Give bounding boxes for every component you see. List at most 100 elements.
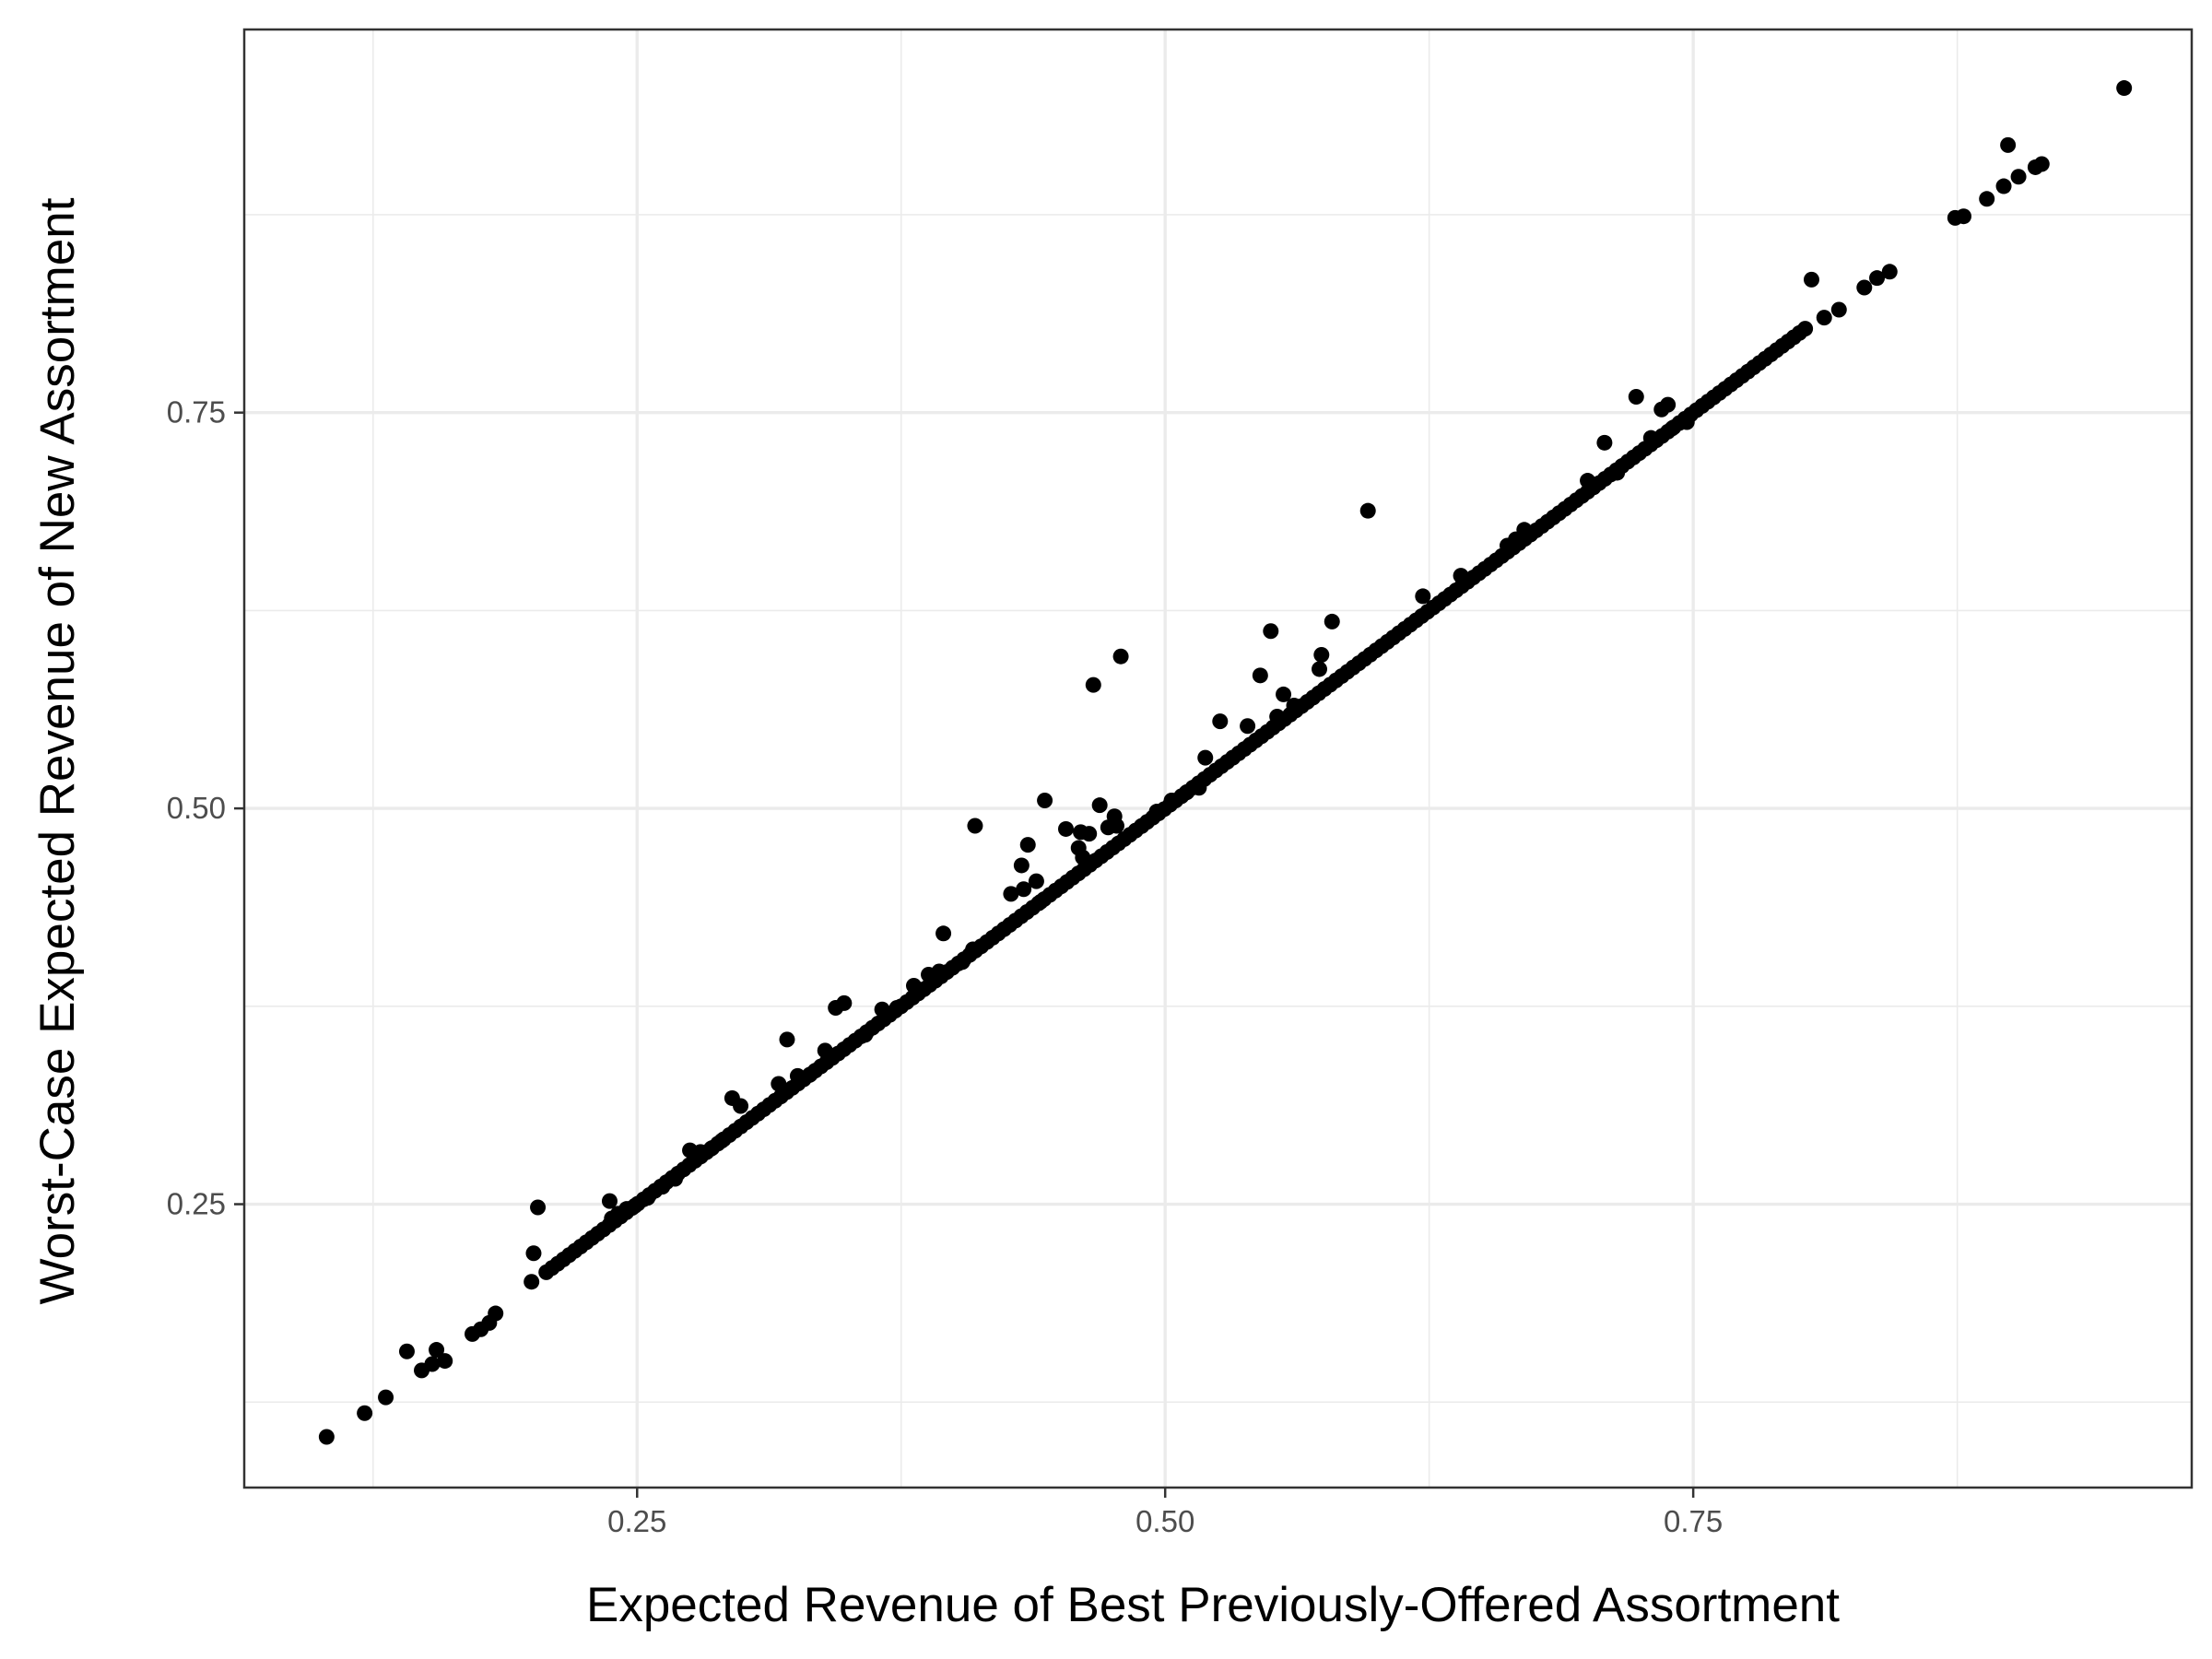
data-point <box>954 954 971 971</box>
x-axis: 0.25 0.50 0.75 <box>607 1488 1723 1538</box>
data-point <box>817 1042 833 1059</box>
data-points <box>318 80 2133 1445</box>
data-point <box>1108 818 1124 834</box>
data-point <box>713 1133 730 1149</box>
data-point <box>1252 667 1268 684</box>
data-point <box>802 1066 818 1083</box>
data-point <box>1415 588 1431 605</box>
data-point <box>378 1389 394 1406</box>
data-point <box>1995 178 2012 194</box>
data-point <box>1028 873 1044 889</box>
data-point <box>429 1342 445 1359</box>
y-tick-label: 0.50 <box>167 791 226 825</box>
data-point <box>1240 718 1256 735</box>
data-point <box>1516 522 1533 538</box>
data-point <box>789 1067 806 1084</box>
data-point <box>318 1429 335 1445</box>
data-point <box>1112 648 1129 665</box>
data-point <box>1032 893 1049 910</box>
data-point <box>1037 793 1053 809</box>
data-point <box>627 1197 643 1214</box>
grid-minor <box>244 29 2192 1488</box>
data-point <box>1660 396 1677 413</box>
x-tick-label: 0.25 <box>607 1504 666 1538</box>
data-point <box>931 963 947 980</box>
data-point <box>1797 321 1814 337</box>
data-point <box>1057 820 1074 837</box>
data-point <box>1664 420 1680 437</box>
data-point <box>357 1405 373 1421</box>
y-axis-title: Worst-Case Expected Revenue of New Assor… <box>30 197 85 1304</box>
data-point <box>2116 80 2133 97</box>
data-point <box>967 818 983 834</box>
data-point <box>1003 886 1019 902</box>
data-point <box>1085 677 1101 693</box>
data-point <box>1642 429 1659 446</box>
data-point <box>1312 661 1328 677</box>
data-point <box>935 925 952 942</box>
data-point <box>836 994 853 1011</box>
data-point <box>640 1190 656 1206</box>
data-point <box>601 1193 618 1209</box>
data-point <box>1081 826 1098 842</box>
data-point <box>2010 169 2027 185</box>
data-point <box>1609 465 1626 481</box>
data-point <box>525 1245 542 1262</box>
data-point <box>888 1000 905 1017</box>
data-point <box>1016 881 1032 898</box>
data-point <box>1013 857 1030 874</box>
data-point <box>524 1274 540 1290</box>
data-point <box>667 1171 684 1187</box>
y-tick-label: 0.75 <box>167 395 226 429</box>
data-point <box>1163 793 1180 809</box>
data-point <box>1212 713 1229 730</box>
x-tick-label: 0.75 <box>1664 1504 1723 1538</box>
data-point <box>1830 301 1847 318</box>
data-point <box>874 1001 890 1018</box>
x-tick-label: 0.50 <box>1135 1504 1194 1538</box>
data-point <box>905 977 922 994</box>
data-point <box>398 1343 415 1359</box>
data-point <box>2033 156 2050 172</box>
data-point <box>1197 749 1214 766</box>
data-point <box>733 1098 749 1114</box>
data-point <box>1955 208 1971 225</box>
data-point <box>1856 279 1873 296</box>
data-point <box>1881 264 1898 280</box>
data-point <box>488 1305 504 1322</box>
y-axis: 0.25 0.50 0.75 <box>167 395 244 1221</box>
data-point <box>1816 310 1832 326</box>
data-point <box>1263 623 1279 640</box>
data-point <box>857 1027 874 1043</box>
data-point <box>1628 389 1644 406</box>
data-point <box>1286 697 1302 713</box>
data-point <box>1178 784 1194 801</box>
data-point <box>965 941 982 958</box>
data-point <box>1269 708 1286 724</box>
data-point <box>654 1179 671 1195</box>
y-tick-label: 0.25 <box>167 1187 226 1221</box>
panel-border <box>242 28 2194 1489</box>
data-point <box>1313 646 1330 663</box>
x-axis-title: Expected Revenue of Best Previously-Offe… <box>586 1578 1840 1632</box>
data-point <box>437 1353 453 1370</box>
data-point <box>530 1199 547 1216</box>
data-point <box>1276 686 1292 702</box>
data-point <box>1596 434 1613 451</box>
data-point <box>1225 749 1241 766</box>
data-point <box>1803 271 1819 288</box>
data-point <box>1019 837 1036 853</box>
data-point <box>1359 502 1376 519</box>
data-point <box>1869 270 1886 287</box>
data-point <box>1678 414 1695 430</box>
data-point <box>2000 136 2017 153</box>
data-point <box>424 1356 441 1372</box>
data-point <box>1453 568 1469 584</box>
data-point <box>1191 780 1207 796</box>
data-point <box>1148 804 1165 820</box>
data-point <box>1075 849 1091 865</box>
data-point <box>1091 797 1108 814</box>
data-point <box>1324 613 1340 629</box>
grid-major <box>244 29 2192 1488</box>
